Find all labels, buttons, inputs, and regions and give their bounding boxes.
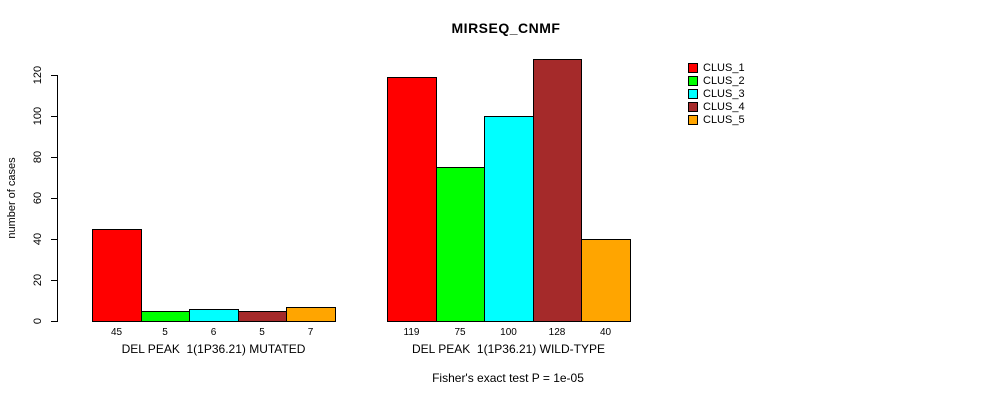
legend-swatch-clus_1: [688, 63, 698, 73]
bar-clus_4-group2: [533, 59, 582, 322]
bar-clus_5-group2: [581, 239, 631, 322]
legend-label: CLUS_4: [703, 101, 745, 113]
y-tick-mark: [51, 239, 58, 240]
y-tick-label: 40: [32, 232, 44, 246]
bar-value-label: 5: [162, 327, 168, 338]
legend-label: CLUS_1: [703, 62, 745, 74]
bar-clus_2-group2: [436, 167, 485, 322]
y-tick-mark: [51, 321, 58, 322]
y-tick-label: 0: [32, 317, 44, 325]
bar-clus_5-group1: [286, 307, 336, 322]
y-tick-mark: [51, 75, 58, 76]
y-tick-label: 80: [32, 150, 44, 164]
legend-swatch-clus_4: [688, 102, 698, 112]
bar-clus_3-group2: [484, 116, 534, 322]
bar-clus_3-group1: [189, 309, 239, 322]
y-tick-label: 100: [32, 106, 44, 126]
legend-label: CLUS_3: [703, 88, 745, 100]
bar-value-label: 6: [210, 327, 217, 338]
legend-swatch-clus_3: [688, 89, 698, 99]
chart-title: MIRSEQ_CNMF: [451, 20, 561, 36]
bar-clus_2-group1: [141, 311, 190, 322]
y-tick-mark: [51, 280, 58, 281]
bar-value-label: 7: [307, 327, 314, 338]
y-axis-label: number of cases: [6, 157, 18, 239]
legend-swatch-clus_5: [688, 115, 698, 125]
group-label-1: DEL PEAK 1(1P36.21) MUTATED: [121, 342, 306, 356]
y-tick-label: 120: [32, 65, 44, 85]
bar-clus_4-group1: [238, 311, 287, 322]
bar-value-label: 128: [548, 327, 566, 338]
bar-value-label: 5: [259, 327, 265, 338]
y-tick-mark: [51, 157, 58, 158]
bar-value-label: 40: [599, 327, 612, 338]
group-label-2: DEL PEAK 1(1P36.21) WILD-TYPE: [412, 342, 605, 356]
y-tick-label: 60: [32, 191, 44, 205]
y-tick-mark: [51, 116, 58, 117]
bar-value-label: 75: [454, 327, 466, 338]
bar-value-label: 100: [500, 327, 517, 338]
bar-clus_1-group2: [387, 77, 437, 322]
fisher-test-annotation: Fisher's exact test P = 1e-05: [432, 371, 584, 385]
y-tick-mark: [51, 198, 58, 199]
legend-swatch-clus_2: [688, 76, 698, 86]
legend-label: CLUS_5: [703, 114, 745, 126]
bar-value-label: 119: [403, 327, 420, 338]
y-tick-label: 20: [32, 273, 44, 287]
bar-value-label: 45: [110, 327, 123, 338]
bar-clus_1-group1: [92, 229, 142, 322]
legend-label: CLUS_2: [703, 75, 745, 87]
